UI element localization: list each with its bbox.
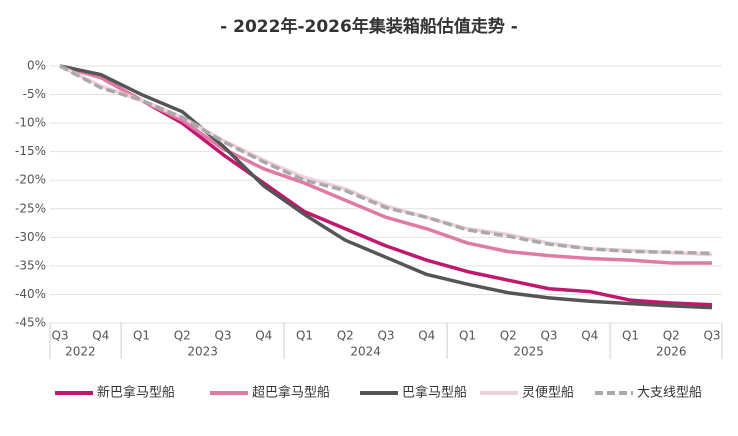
y-tick-label: -25% bbox=[15, 201, 46, 215]
y-tick-label: -10% bbox=[15, 116, 46, 130]
x-tick-label: Q3 bbox=[703, 329, 720, 343]
x-group-label: 2023 bbox=[187, 345, 218, 359]
legend-label: 巴拿马型船 bbox=[402, 385, 467, 401]
x-tick-label: Q3 bbox=[51, 329, 68, 343]
x-tick-label: Q1 bbox=[622, 329, 639, 343]
x-tick-label: Q3 bbox=[214, 329, 231, 343]
x-tick-label: Q4 bbox=[418, 329, 435, 343]
y-tick-label: 0% bbox=[27, 59, 46, 73]
legend-label: 大支线型船 bbox=[637, 386, 702, 401]
series-line bbox=[59, 64, 712, 265]
y-tick-label: -15% bbox=[15, 144, 46, 158]
x-tick-label: Q2 bbox=[663, 329, 680, 343]
x-tick-label: Q3 bbox=[540, 329, 557, 343]
x-tick-label: Q2 bbox=[500, 329, 517, 343]
x-tick-label: Q4 bbox=[92, 329, 109, 343]
x-tick-label: Q1 bbox=[296, 329, 313, 343]
x-group-label: 2026 bbox=[656, 345, 687, 359]
y-tick-label: -45% bbox=[15, 316, 46, 330]
x-tick-label: Q4 bbox=[581, 329, 598, 343]
x-tick-label: Q4 bbox=[255, 329, 272, 343]
series-line bbox=[59, 64, 713, 256]
y-tick-label: -30% bbox=[15, 230, 46, 244]
x-tick-label: Q2 bbox=[174, 329, 191, 343]
x-tick-label: Q3 bbox=[377, 329, 394, 343]
y-tick-label: -40% bbox=[15, 287, 46, 301]
legend-label: 新巴拿马型船 bbox=[97, 385, 175, 401]
chart-title: - 2022年-2026年集装箱船估值走势 - bbox=[220, 16, 518, 37]
x-group-label: 2024 bbox=[350, 345, 381, 359]
y-tick-label: -5% bbox=[23, 87, 46, 101]
legend-label: 灵便型船 bbox=[522, 386, 574, 401]
y-tick-label: -20% bbox=[15, 173, 46, 187]
series-line bbox=[59, 64, 713, 310]
legend-label: 超巴拿马型船 bbox=[252, 385, 330, 401]
x-tick-label: Q1 bbox=[133, 329, 150, 343]
x-tick-label: Q1 bbox=[459, 329, 476, 343]
x-tick-label: Q2 bbox=[337, 329, 354, 343]
y-tick-label: -35% bbox=[15, 258, 46, 272]
x-group-label: 2025 bbox=[513, 345, 544, 359]
x-group-label: 2022 bbox=[65, 345, 96, 359]
